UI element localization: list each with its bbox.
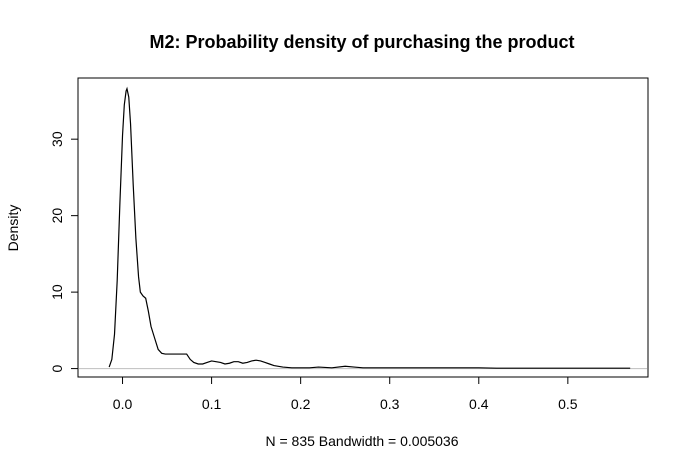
- x-axis-label: N = 835 Bandwidth = 0.005036: [265, 433, 458, 449]
- x-tick-label: 0.1: [202, 396, 222, 412]
- y-tick-label: 20: [49, 208, 65, 224]
- x-tick-label: 0.5: [558, 396, 578, 412]
- y-tick-label: 0: [49, 364, 65, 372]
- y-axis-label: Density: [5, 205, 21, 252]
- x-tick-label: 0.4: [469, 396, 489, 412]
- x-tick-label: 0.3: [380, 396, 400, 412]
- x-tick-label: 0.0: [113, 396, 133, 412]
- density-curve: [108, 86, 631, 369]
- y-tick-label: 10: [49, 284, 65, 300]
- chart-title: M2: Probability density of purchasing th…: [149, 32, 574, 52]
- y-axis: 0 10 20 30: [49, 131, 79, 372]
- x-tick-label: 0.2: [291, 396, 311, 412]
- y-tick-label: 30: [49, 131, 65, 147]
- x-axis: 0.0 0.1 0.2 0.3 0.4 0.5: [113, 376, 578, 412]
- plot-frame: [77, 77, 649, 378]
